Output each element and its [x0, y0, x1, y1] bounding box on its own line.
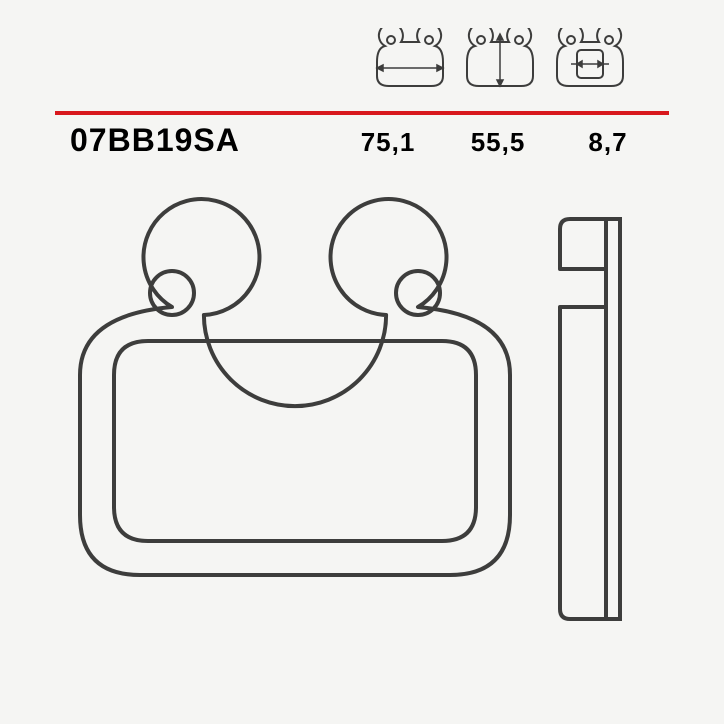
brake-pad-drawing [60, 195, 664, 655]
height-value: 55,5 [452, 127, 544, 158]
dimension-values: 75,1 55,5 8,7 [342, 127, 654, 158]
thickness-icon [551, 28, 629, 95]
part-number: 07BB19SA [70, 122, 240, 159]
width-value: 75,1 [342, 127, 434, 158]
dimension-icons-row [371, 28, 629, 95]
width-icon [371, 28, 449, 95]
thickness-value: 8,7 [562, 127, 654, 158]
spec-row: 07BB19SA 75,1 55,5 8,7 [70, 122, 654, 159]
accent-divider [55, 102, 669, 106]
height-icon [461, 28, 539, 95]
